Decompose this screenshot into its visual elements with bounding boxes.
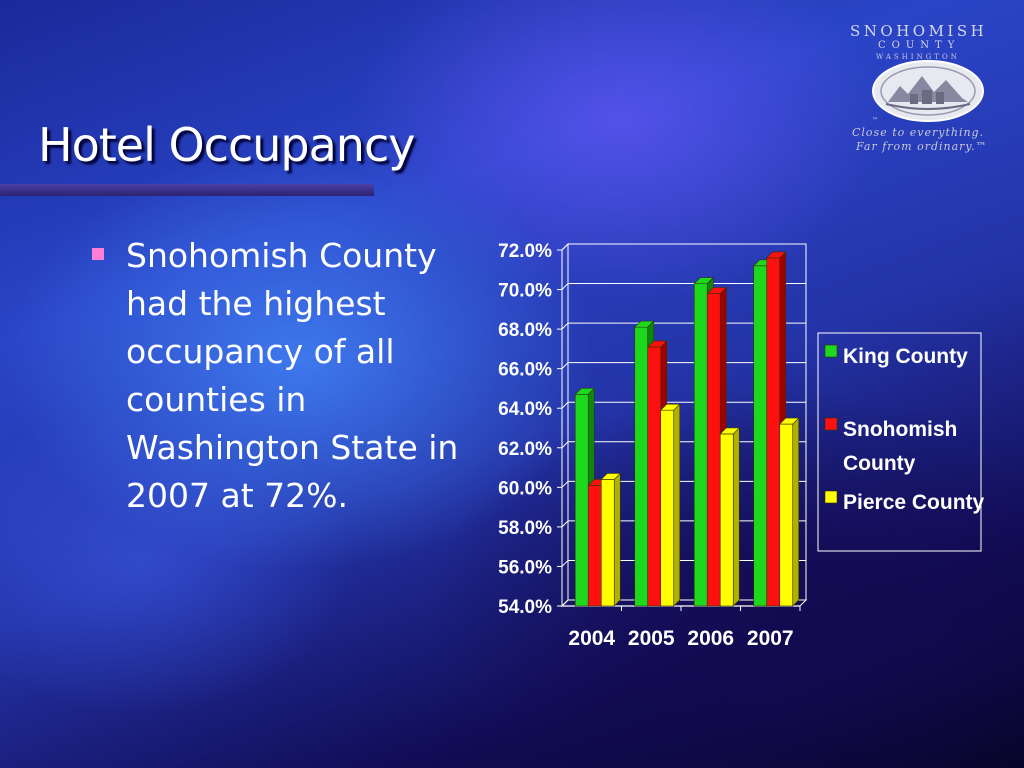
- bar-2005-2: [660, 403, 681, 607]
- legend-label: County: [843, 452, 916, 475]
- title-underline: [0, 184, 374, 196]
- chart-side-wall: [561, 242, 569, 608]
- x-tick-label-2007: 2007: [747, 627, 794, 650]
- legend-swatch: [824, 344, 838, 358]
- legend-label: Snohomish: [843, 418, 957, 441]
- bar-front: [660, 409, 675, 607]
- legend-label: King County: [843, 345, 968, 368]
- logo-name: SNOHOMISH: [850, 22, 988, 40]
- bar-front: [693, 283, 708, 607]
- y-tick-label: 64.0%: [498, 399, 552, 420]
- y-tick-label: 58.0%: [498, 518, 552, 539]
- bar-front: [634, 326, 649, 607]
- chart-legend: King County Snohomish County Pierce County: [817, 332, 985, 552]
- legend-box: [817, 332, 982, 552]
- y-tick-label: 56.0%: [498, 557, 552, 578]
- y-tick-label: 72.0%: [498, 241, 552, 262]
- bar-2006-2: [719, 427, 740, 607]
- bullet-text: Snohomish County had the highest occupan…: [126, 236, 459, 515]
- legend-label: Pierce County: [843, 491, 985, 514]
- logo-state: WASHINGTON: [876, 53, 960, 61]
- bar-front: [706, 293, 721, 607]
- bar-front: [766, 257, 781, 607]
- bar-side: [732, 427, 740, 607]
- slide-title: Hotel Occupancy: [38, 118, 415, 172]
- bar-front: [719, 433, 734, 607]
- x-tick-labels: 2004 2005 2006 2007: [568, 627, 793, 650]
- bar-front: [779, 423, 794, 607]
- bar-front: [587, 485, 602, 607]
- legend-swatch: [824, 490, 838, 504]
- x-tick-label-2004: 2004: [568, 627, 615, 650]
- logo-trademark: ™: [872, 117, 878, 124]
- snohomish-county-logo: SNOHOMISH COUNTY WASHINGTON ™ Close to e…: [846, 22, 1016, 162]
- logo-county: COUNTY: [878, 40, 961, 51]
- gridline: [561, 243, 806, 251]
- y-tick-label: 66.0%: [498, 360, 552, 381]
- y-tick-label: 60.0%: [498, 478, 552, 499]
- y-tick-labels: 54.0% 56.0% 58.0% 60.0% 62.0% 64.0% 66.0% 68.0%…: [498, 241, 552, 618]
- bar-front: [647, 346, 662, 607]
- bar-side: [792, 417, 800, 607]
- x-tick-label-2005: 2005: [628, 627, 675, 650]
- bar-2007-2: [779, 417, 800, 607]
- bar-side: [673, 403, 681, 607]
- logo-tagline-2: Far from ordinary.™: [856, 140, 988, 153]
- logo-tagline-1: Close to everything.: [852, 126, 985, 139]
- y-tick-label: 54.0%: [498, 597, 552, 618]
- bar-side: [613, 472, 621, 607]
- chart-bars: [574, 251, 800, 607]
- bar-front: [600, 479, 615, 607]
- y-tick-label: 70.0%: [498, 281, 552, 302]
- bar-front: [753, 265, 768, 607]
- bar-front: [574, 394, 589, 607]
- y-tick-label: 68.0%: [498, 320, 552, 341]
- logo-emblem-icon: ™: [872, 60, 984, 124]
- x-tick-label-2006: 2006: [687, 627, 734, 650]
- bullet-marker-icon: [92, 248, 104, 260]
- bar-2004-2: [600, 472, 621, 607]
- y-tick-label: 62.0%: [498, 439, 552, 460]
- legend-swatch: [824, 417, 838, 431]
